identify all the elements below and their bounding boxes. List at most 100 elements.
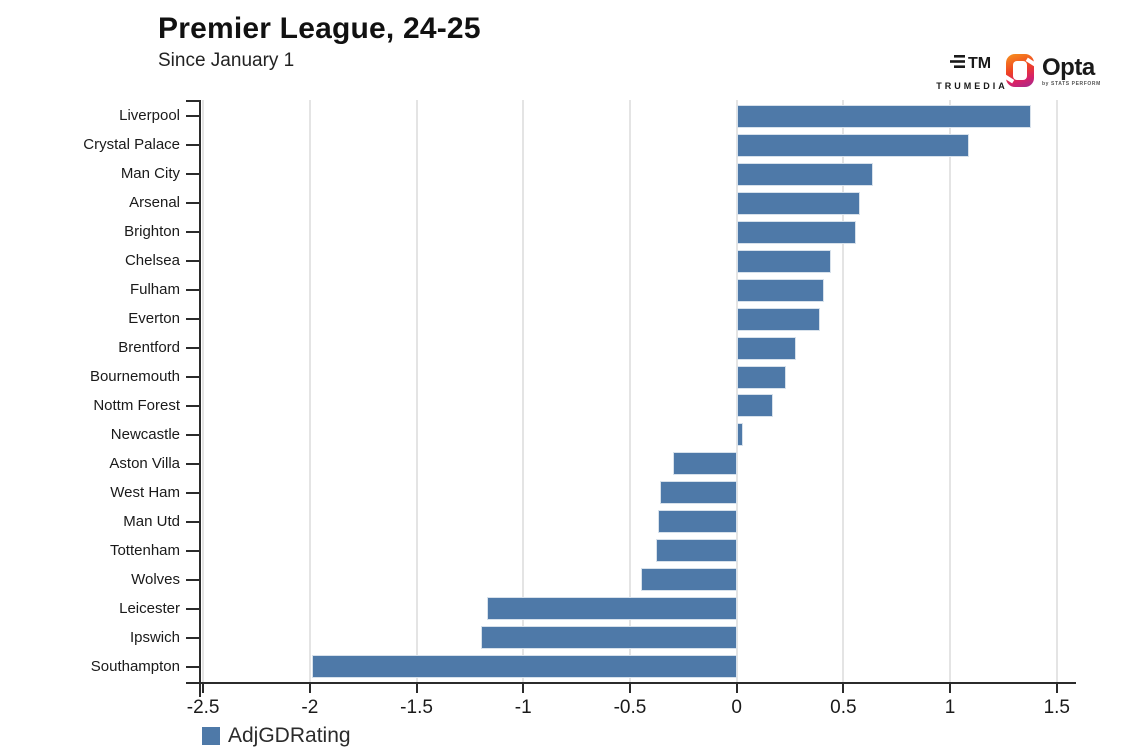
x-axis-line — [186, 682, 1076, 684]
gridline — [842, 100, 845, 682]
bar-brentford — [736, 336, 797, 360]
legend-label: AdjGDRating — [228, 724, 351, 747]
bar-nottm-forest — [736, 394, 773, 418]
gridline — [522, 100, 525, 682]
y-axis-tick — [186, 231, 200, 234]
opta-icon — [1003, 54, 1037, 87]
chart-subtitle: Since January 1 — [158, 50, 295, 71]
y-axis-tick — [186, 433, 200, 436]
bar-chelsea — [736, 249, 831, 273]
team-label-everton: Everton — [128, 310, 180, 328]
y-axis-tick — [186, 115, 200, 118]
gridline — [628, 100, 631, 682]
x-tick-label: -0.5 — [613, 697, 647, 718]
legend-swatch-icon — [202, 727, 220, 745]
team-label-west-ham: West Ham — [110, 483, 180, 501]
x-axis-tick — [522, 684, 525, 693]
y-axis-tick — [186, 376, 200, 379]
y-axis-tick — [186, 404, 200, 407]
bar-southampton — [311, 655, 737, 679]
bar-newcastle — [736, 423, 744, 447]
x-axis-tick — [628, 684, 631, 693]
x-axis-tick — [1055, 684, 1058, 693]
team-label-bournemouth: Bournemouth — [89, 368, 180, 386]
bar-leicester — [486, 597, 737, 621]
opta-wordmark: Opta — [1042, 54, 1095, 81]
team-label-crystal-palace: Crystal Palace — [83, 136, 180, 154]
bar-man-utd — [657, 510, 737, 534]
x-tick-label: 1 — [944, 697, 956, 718]
y-axis-tick — [186, 347, 200, 350]
bar-tottenham — [655, 539, 737, 563]
team-label-fulham: Fulham — [129, 281, 180, 299]
x-tick-label: -2 — [301, 697, 319, 718]
x-tick-label: 0.5 — [830, 697, 857, 718]
y-axis-tick — [186, 491, 200, 494]
bar-aston-villa — [672, 452, 737, 476]
bar-man-city — [736, 162, 874, 186]
trumedia-logo: TM TRUMEDIA — [936, 52, 1008, 91]
gridline — [735, 100, 738, 682]
team-label-newcastle: Newcastle — [110, 425, 180, 443]
team-label-ipswich: Ipswich — [129, 628, 180, 646]
opta-wordmark-block: Opta by STATS PERFORM — [1042, 54, 1101, 88]
bar-liverpool — [736, 104, 1032, 128]
y-axis-line — [199, 100, 201, 697]
x-tick-label: -2.5 — [186, 697, 220, 718]
bar-brighton — [736, 220, 857, 244]
x-axis-tick — [308, 684, 311, 693]
opta-icon-center — [1013, 61, 1027, 80]
gridline — [308, 100, 311, 682]
bar-fulham — [736, 278, 825, 302]
gridline — [415, 100, 418, 682]
gridline — [1055, 100, 1058, 682]
trumedia-wordmark: TRUMEDIA — [936, 81, 1008, 91]
opta-logo: Opta by STATS PERFORM — [1003, 54, 1101, 88]
x-axis-tick — [842, 684, 845, 693]
y-axis-tick — [186, 100, 200, 102]
legend[interactable]: AdjGDRating — [202, 725, 351, 747]
x-axis-tick — [202, 684, 205, 693]
y-axis-tick — [186, 665, 200, 668]
x-tick-label: 0 — [731, 697, 742, 718]
bar-crystal-palace — [736, 133, 970, 157]
gridline — [949, 100, 952, 682]
gridline — [202, 100, 205, 682]
y-axis-tick — [186, 462, 200, 465]
y-axis-tick — [186, 318, 200, 321]
y-axis-tick — [186, 144, 200, 147]
y-axis-tick — [186, 520, 200, 523]
y-axis-tick — [186, 636, 200, 639]
trumedia-icon: TM — [950, 55, 991, 72]
bar-arsenal — [736, 191, 861, 215]
team-label-nottm-forest: Nottm Forest — [93, 396, 180, 414]
x-axis-tick — [735, 684, 738, 693]
y-axis-tick — [186, 202, 200, 205]
page-title: Premier League, 24-25 — [158, 12, 481, 45]
team-label-brentford: Brentford — [118, 339, 180, 357]
x-tick-label: -1.5 — [400, 697, 433, 718]
team-label-wolves: Wolves — [131, 570, 180, 588]
opta-icon-notch — [1025, 57, 1037, 67]
team-label-liverpool: Liverpool — [119, 107, 180, 125]
bar-wolves — [640, 568, 737, 592]
svg-text:TM: TM — [968, 55, 991, 72]
x-tick-label: -1 — [514, 697, 532, 718]
bar-ipswich — [480, 626, 737, 650]
team-label-aston-villa: Aston Villa — [109, 454, 180, 472]
y-axis-tick — [186, 549, 200, 552]
team-label-southampton: Southampton — [90, 657, 180, 675]
y-axis-tick — [186, 173, 200, 176]
team-label-arsenal: Arsenal — [129, 194, 180, 212]
team-label-brighton: Brighton — [124, 223, 180, 241]
team-label-leicester: Leicester — [119, 599, 180, 617]
team-label-tottenham: Tottenham — [109, 541, 180, 559]
y-axis-tick — [186, 578, 200, 581]
y-axis-tick — [186, 260, 200, 263]
opta-tagline: by STATS PERFORM — [1042, 81, 1101, 87]
bar-everton — [736, 307, 820, 331]
team-label-man-city: Man City — [120, 165, 180, 183]
x-axis-tick — [949, 684, 952, 693]
team-label-man-utd: Man Utd — [123, 512, 180, 530]
